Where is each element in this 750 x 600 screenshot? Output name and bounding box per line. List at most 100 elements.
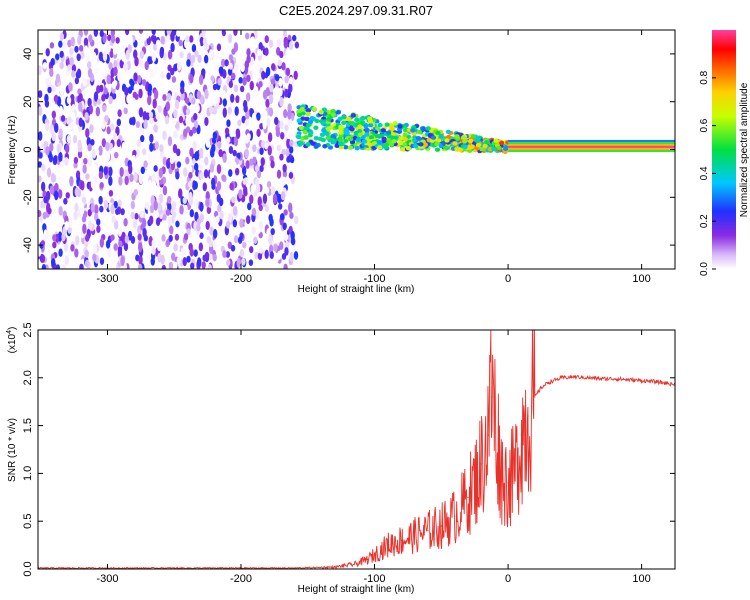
spectrogram-tone-band [508,145,675,149]
spectrogram-cell [279,241,284,251]
spectrogram-cell [41,264,47,269]
spectrogram-cell [120,208,125,216]
spectrogram-cell [222,107,227,118]
spectrogram-cell [415,136,422,141]
spectrogram-cell [252,144,257,153]
spectrogram-cell [247,202,252,211]
spectrogram-cell [270,160,275,169]
spectrogram-cell [133,72,138,82]
spectrogram-cell [278,87,283,97]
snr-series-point [400,539,402,541]
spectrogram-cell [270,78,276,85]
spectrogram-cell [103,87,108,95]
spectrogram-cell [193,120,199,129]
spectrogram-cell [193,112,198,121]
spectrogram-cell [139,59,144,68]
spectrogram-cell [69,47,74,56]
spectrogram-cell [83,45,89,55]
snr-x-tick-label: 0 [505,573,511,585]
spectrogram-cell [227,241,233,249]
spectrogram-cell [38,247,42,257]
spectrogram-cell [283,263,288,269]
spectrogram-cell [80,49,85,60]
spectrogram-cell [97,60,102,71]
spectrogram-cell [108,142,114,150]
spectrogram-cell [286,138,291,149]
spectrogram-cell [209,30,214,34]
spectrogram-cell [222,250,227,259]
spectrogram-cell [138,255,143,266]
spectrogram-cell [111,80,117,90]
spectrogram-cell [438,143,444,149]
spectrogram-cell [232,219,238,228]
snr-y-tick-label: 2.0 [22,370,34,385]
spectrogram-cell [226,119,231,127]
spectrogram-marks [38,30,675,269]
spectrogram-cell [227,106,232,115]
spectrogram-cell [92,253,97,262]
spectrogram-cell [187,165,193,174]
spectrogram-cell [93,91,99,102]
spectrogram-cell [233,30,238,37]
spectrogram-cell [343,127,349,132]
spectrogram-cell [185,108,191,116]
spectrogram-cell [322,144,328,149]
spectrogram-cell [101,138,107,148]
spectrogram-cell [430,135,437,140]
spectrogram-cell [204,156,209,166]
colorbar-tick-label: 0.4 [699,166,710,180]
spectrogram-cell [228,62,233,70]
spectrogram-cell [227,213,233,224]
spectrogram-cell [347,145,354,150]
spectrogram-cell [174,99,180,110]
spectrogram-cell [305,142,311,147]
spectrogram-cell [377,145,383,150]
spectrogram-cell [224,59,229,67]
spectrogram-cell [162,214,167,221]
spectrogram-y-tick-label: 20 [22,96,34,108]
spectrogram-cell [151,173,156,182]
spectrogram-cell [166,72,171,80]
spectrogram-cell [138,242,143,253]
snr-y-tick-label: 0.5 [22,514,34,529]
spectrogram-cell [173,109,178,118]
spectrogram-cell [55,264,61,269]
spectrogram-cell [178,213,183,224]
spectrogram-cell [287,109,292,120]
spectrogram-cell [222,153,227,163]
spectrogram-cell [348,136,354,142]
spectrogram-cell [73,211,78,221]
spectrogram-cell [389,126,395,131]
spectrogram-cell [349,126,355,132]
spectrogram-cell [94,204,99,215]
spectrogram-cell [173,243,178,252]
spectrogram-cell [264,249,269,259]
spectrogram-cell [106,126,111,135]
spectrogram-cell [248,259,254,266]
spectrogram-cell [264,47,269,57]
spectrogram-cell [123,63,129,70]
spectrogram-cell [58,128,63,139]
colorbar-gradient [712,30,736,269]
snr-series-point [491,396,493,398]
spectrogram-cell [321,128,327,133]
spectrogram-cell [71,30,76,35]
spectrogram-cell [184,35,190,43]
spectrogram-cell [58,40,63,48]
spectrogram-cell [51,110,57,119]
colorbar-tick-label: 0.2 [699,214,710,228]
snr-x-tick-label: -300 [96,573,118,585]
spectrogram-cell [249,56,255,66]
spectrogram-cell [194,198,199,209]
spectrogram-cell [275,128,281,138]
spectrogram-cell [294,41,300,49]
spectrogram-cell [258,80,263,88]
spectrogram-cell [367,116,373,121]
spectrogram-cell [226,259,231,266]
spectrogram-cell [112,132,118,141]
spectrogram-cell [265,66,271,77]
spectrogram-cell [313,125,319,130]
spectrogram-cell [55,73,61,84]
spectrogram-cell [232,149,237,157]
spectrogram-cell [367,123,374,128]
